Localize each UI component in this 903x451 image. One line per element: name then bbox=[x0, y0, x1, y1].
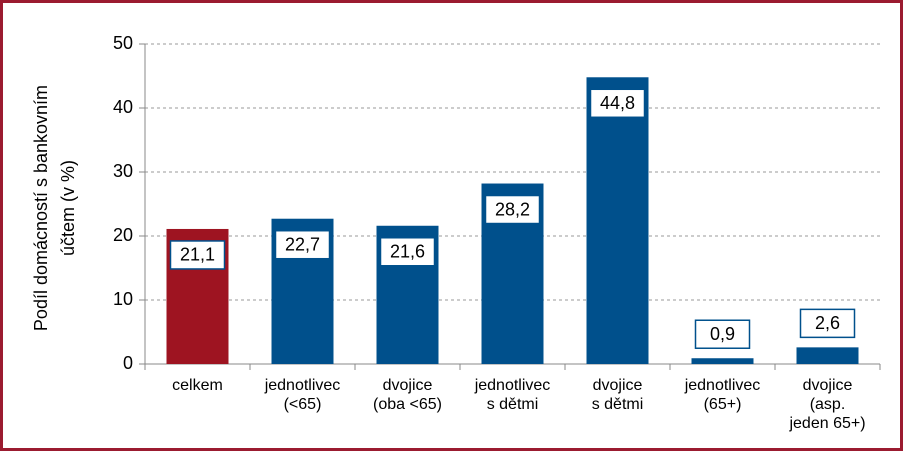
value-label-box bbox=[169, 240, 226, 270]
value-label-box bbox=[589, 88, 646, 119]
value-label: 21,6 bbox=[390, 242, 425, 262]
y-tick-label: 0 bbox=[123, 353, 133, 373]
value-label-box bbox=[694, 319, 751, 349]
value-label: 22,7 bbox=[285, 234, 320, 254]
x-tick-label: jednotlivec (<65) bbox=[264, 377, 341, 413]
x-tick-label: dvojice (oba <65) bbox=[373, 377, 442, 413]
value-label: 28,2 bbox=[495, 199, 530, 219]
value-label: 44,8 bbox=[600, 93, 635, 113]
x-tick-label: jednotlivec (65+) bbox=[684, 377, 761, 413]
y-tick-label: 10 bbox=[113, 289, 133, 309]
x-tick-label: celkem bbox=[172, 377, 223, 394]
bar bbox=[691, 358, 754, 364]
value-label-box bbox=[799, 308, 856, 339]
bar bbox=[796, 347, 859, 364]
value-label-box bbox=[379, 237, 436, 267]
y-tick-label: 50 bbox=[113, 33, 133, 53]
x-tick-label: dvojice (asp. jeden 65+) bbox=[789, 377, 866, 432]
x-tick-label: jednotlivec s dětmi bbox=[474, 377, 551, 413]
value-label: 21,1 bbox=[180, 245, 215, 265]
y-tick-label: 30 bbox=[113, 161, 133, 181]
y-tick-label: 20 bbox=[113, 225, 133, 245]
x-tick-label: dvojice s dětmi bbox=[591, 377, 644, 413]
y-axis-label: Podíl domácností s bankovním účtem (v %) bbox=[31, 84, 78, 332]
value-label: 2,6 bbox=[815, 313, 840, 333]
bar bbox=[586, 77, 649, 364]
value-label-box bbox=[274, 229, 331, 260]
y-tick-label: 40 bbox=[113, 97, 133, 117]
value-label: 0,9 bbox=[710, 324, 735, 344]
value-label-box bbox=[484, 194, 541, 225]
chart: 0 10 20 30 40 50 21,1 22,7 21,6 28,2 44,8 0,9 2,6 bbox=[113, 33, 881, 373]
